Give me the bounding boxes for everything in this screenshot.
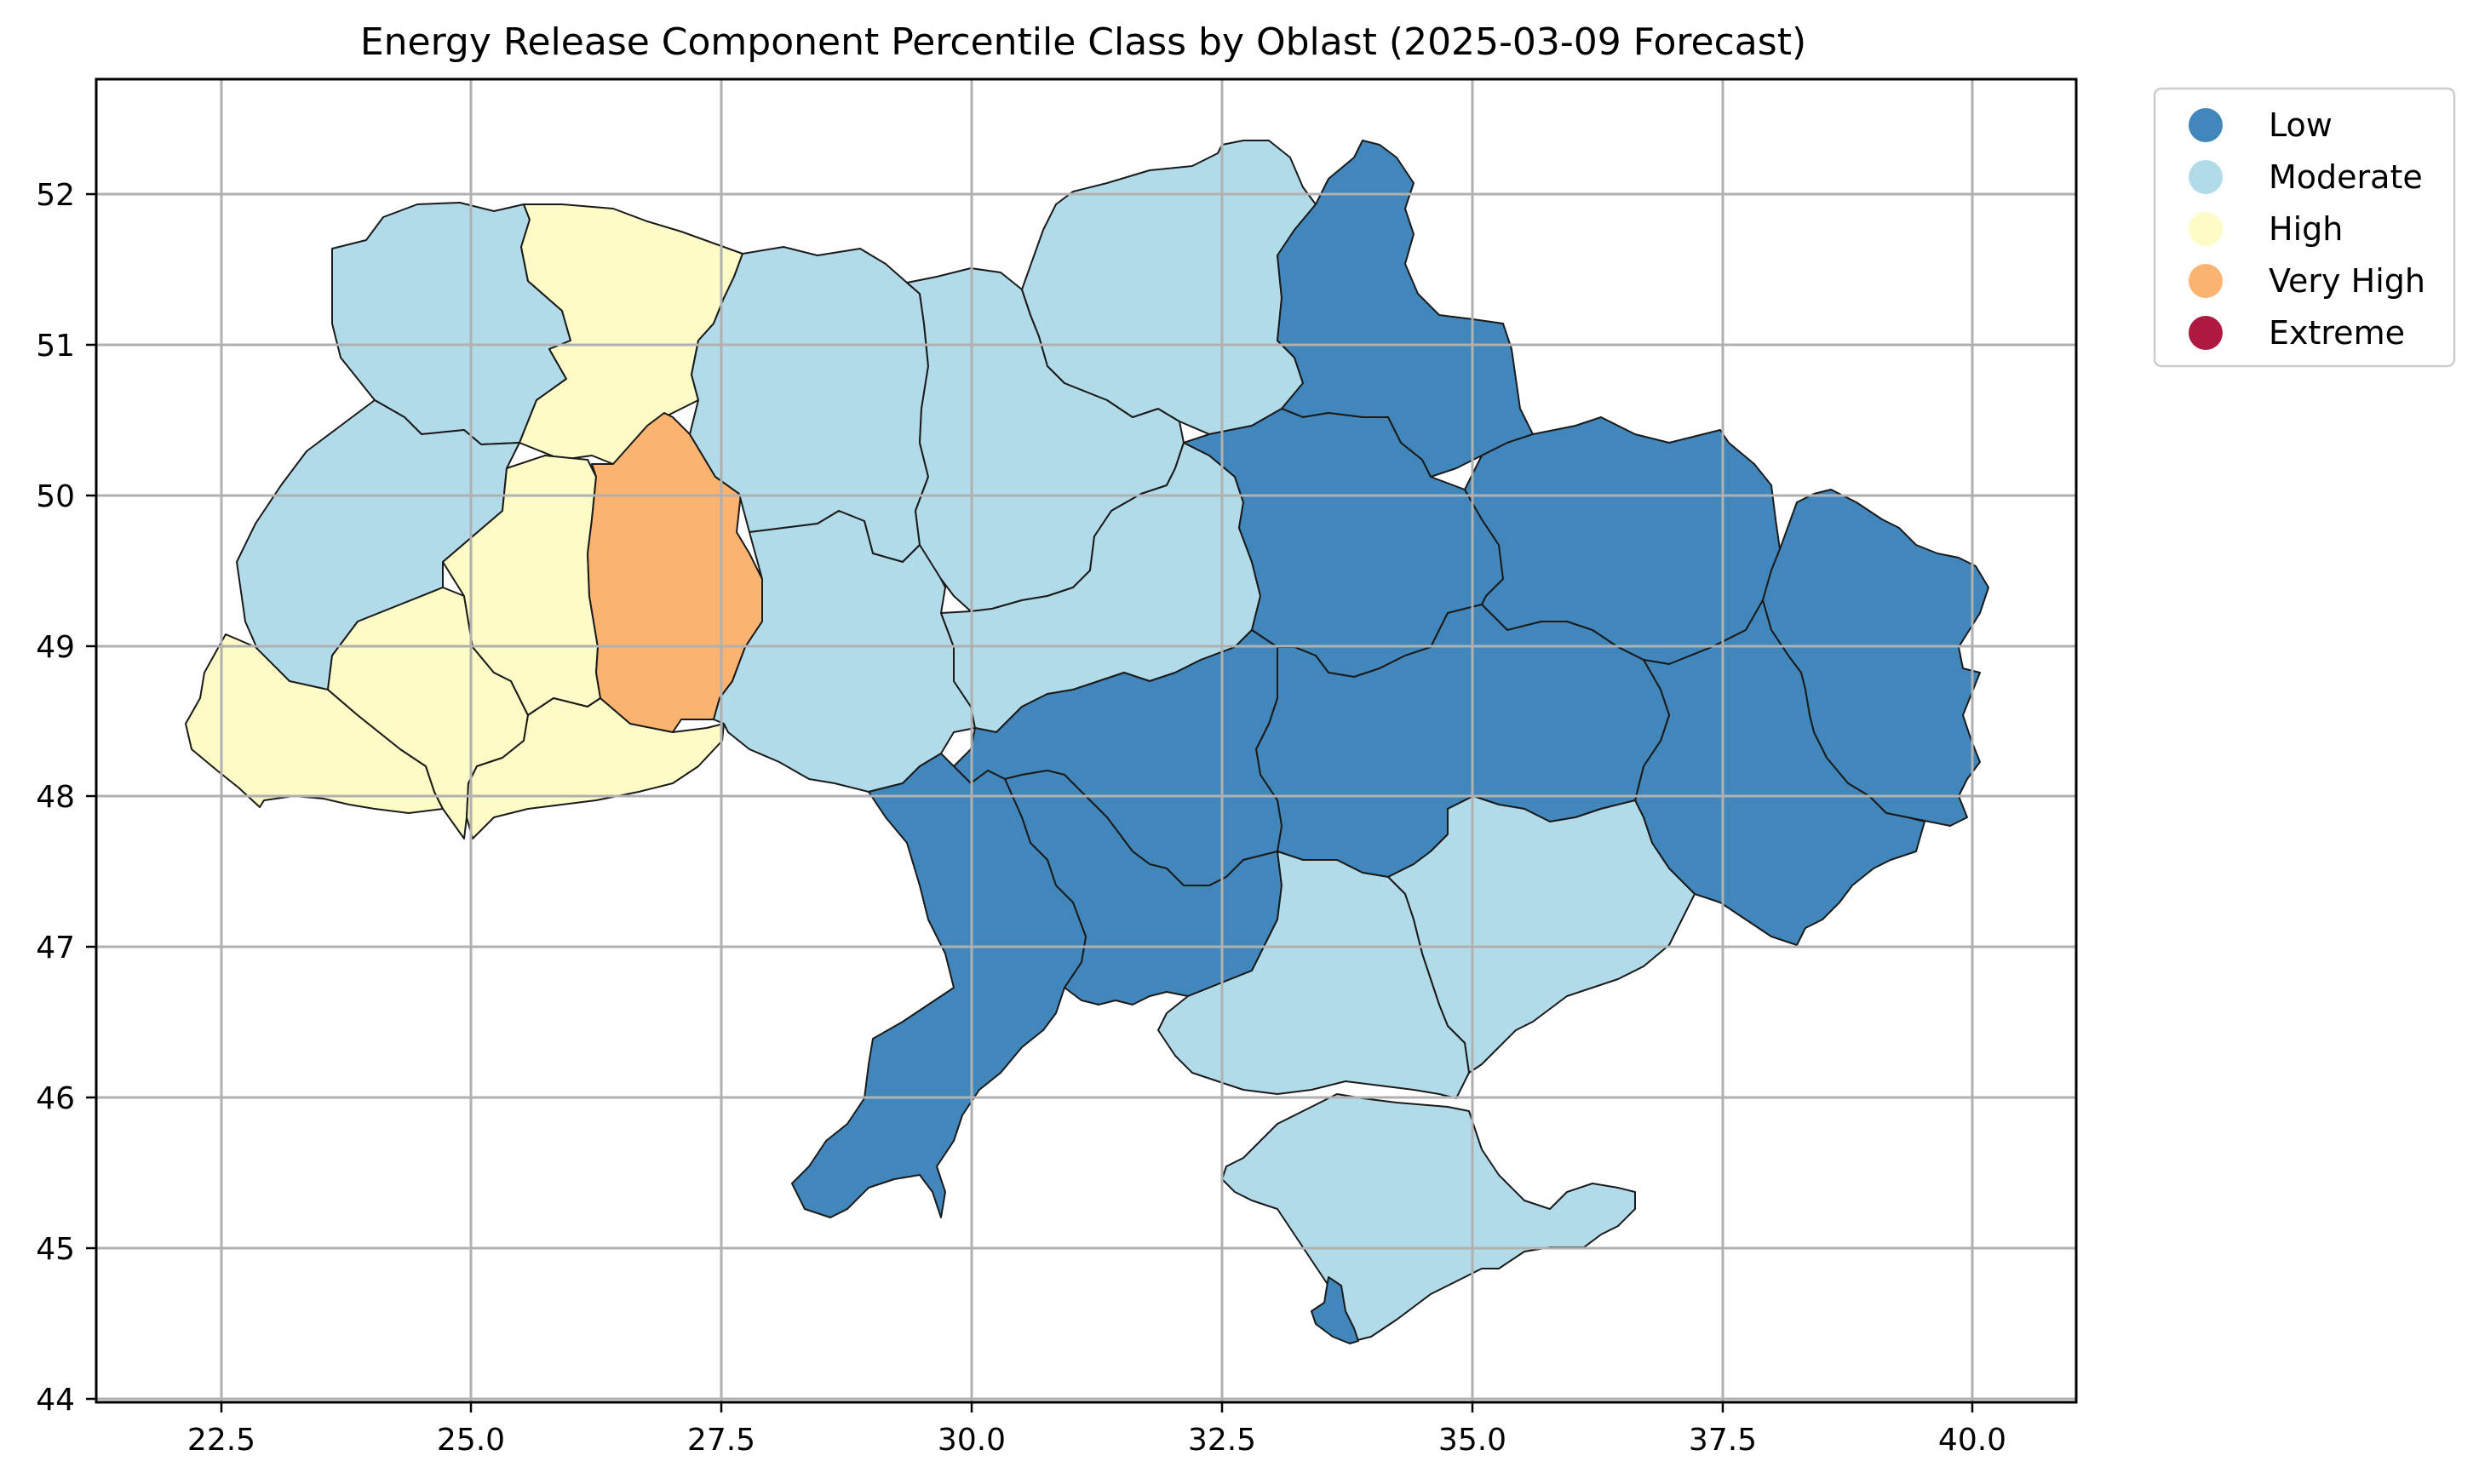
region-kherson bbox=[1157, 851, 1470, 1099]
y-tick-label: 50 bbox=[36, 479, 75, 514]
grid-lines bbox=[96, 79, 2076, 1402]
region-chernivtsi bbox=[466, 697, 725, 839]
legend-label-very-high: Very High bbox=[2269, 262, 2425, 300]
y-tick-label: 48 bbox=[36, 780, 75, 815]
y-tick-label: 47 bbox=[36, 931, 75, 965]
x-tick-label: 27.5 bbox=[687, 1423, 755, 1458]
legend-marker-extreme bbox=[2189, 316, 2223, 350]
map-title: Energy Release Component Percentile Clas… bbox=[360, 20, 1806, 64]
x-tick-label: 32.5 bbox=[1188, 1423, 1256, 1458]
x-tick-label: 35.0 bbox=[1438, 1423, 1506, 1458]
x-tick-label: 22.5 bbox=[187, 1423, 255, 1458]
y-axis: 44 45 46 47 48 49 50 51 52 bbox=[36, 178, 96, 1418]
legend-marker-very-high bbox=[2189, 264, 2223, 298]
legend-marker-low bbox=[2189, 108, 2223, 142]
map-plot-area bbox=[95, 77, 2078, 1404]
x-tick-label: 40.0 bbox=[1938, 1423, 2006, 1458]
legend-label-moderate: Moderate bbox=[2269, 158, 2423, 196]
y-tick-label: 46 bbox=[36, 1081, 75, 1116]
y-tick-label: 44 bbox=[36, 1383, 75, 1418]
x-tick-label: 25.0 bbox=[437, 1423, 505, 1458]
x-tick-label: 30.0 bbox=[938, 1423, 1006, 1458]
x-tick-label: 37.5 bbox=[1689, 1423, 1757, 1458]
y-tick-label: 45 bbox=[36, 1232, 75, 1267]
region-odesa bbox=[791, 753, 1087, 1218]
region-sevastopol bbox=[1311, 1276, 1359, 1344]
legend-label-extreme: Extreme bbox=[2269, 314, 2405, 352]
region-kharkiv bbox=[1464, 416, 1781, 665]
legend-marker-high bbox=[2189, 212, 2223, 246]
legend-box bbox=[2153, 87, 2456, 368]
legend: Low Moderate High Very High Extreme bbox=[2153, 87, 2456, 368]
y-tick-label: 51 bbox=[36, 329, 75, 364]
legend-marker-moderate bbox=[2189, 160, 2223, 194]
region-crimea bbox=[1221, 1093, 1636, 1342]
x-axis: 22.5 25.0 27.5 30.0 32.5 35.0 37.5 40.0 bbox=[187, 1402, 2006, 1458]
legend-label-low: Low bbox=[2269, 106, 2333, 144]
y-tick-label: 52 bbox=[36, 178, 75, 213]
legend-label-high: High bbox=[2269, 210, 2343, 248]
axes-frame bbox=[95, 77, 2078, 1404]
oblast-regions bbox=[185, 140, 1989, 1344]
y-tick-label: 49 bbox=[36, 630, 75, 665]
